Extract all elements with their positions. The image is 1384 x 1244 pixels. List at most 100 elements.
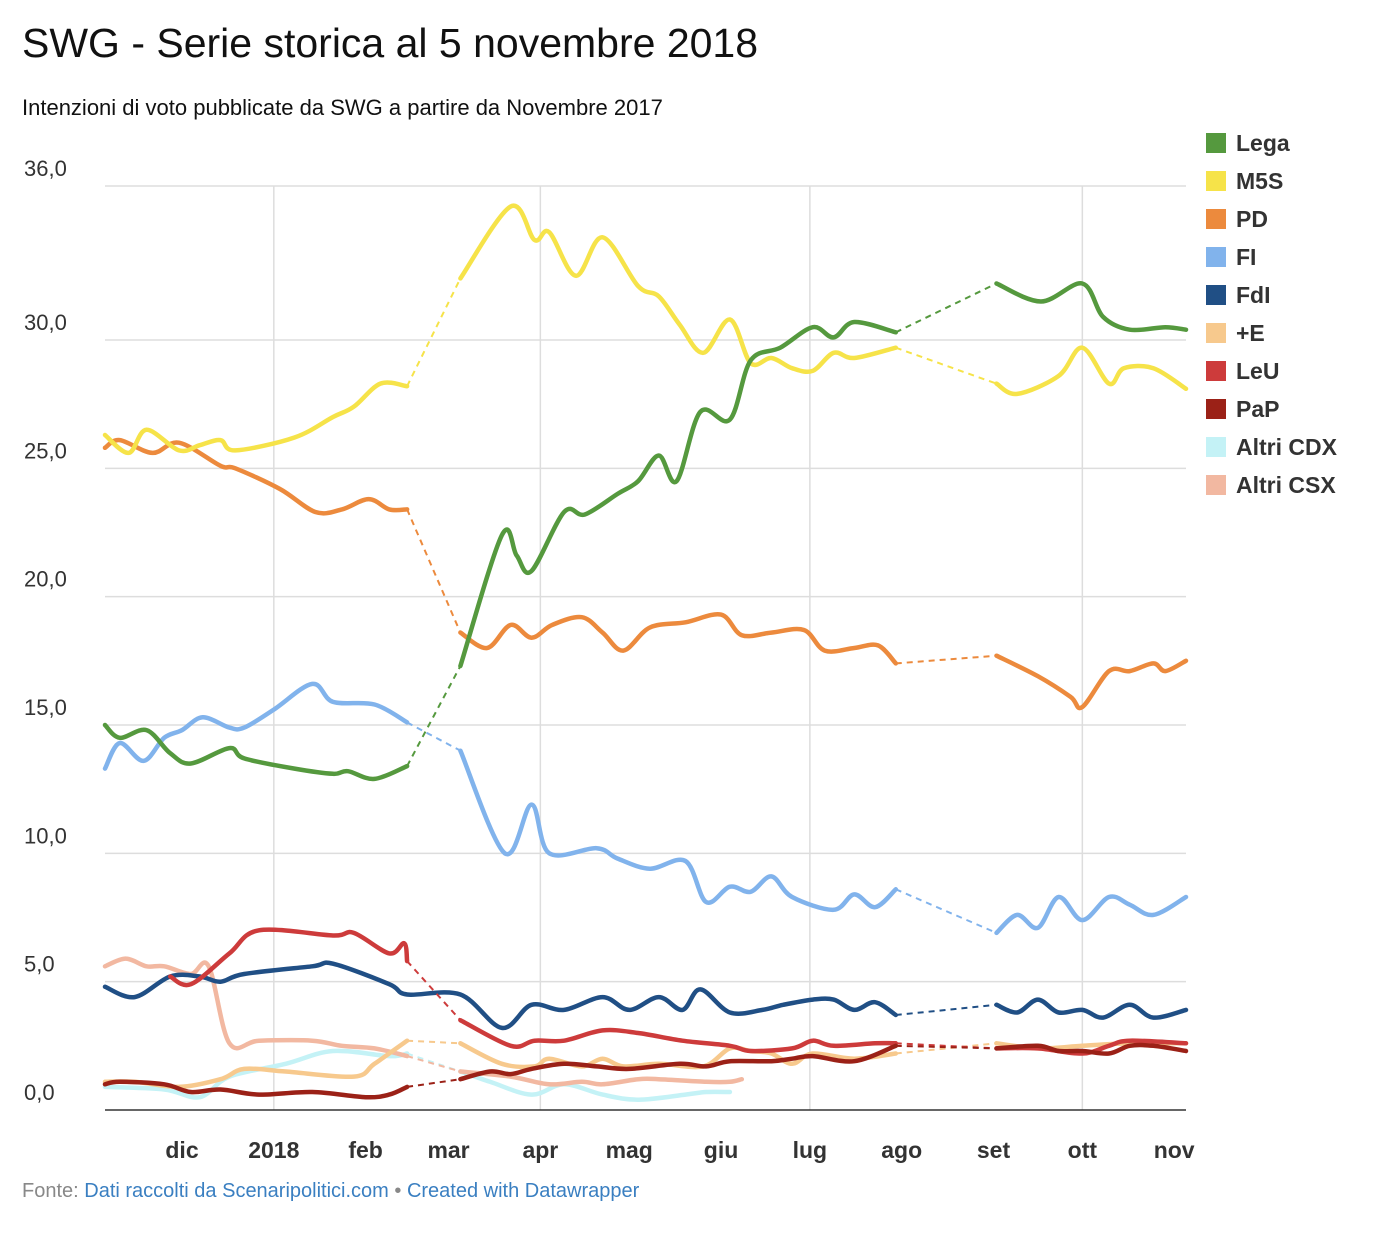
legend-swatch (1206, 247, 1226, 267)
series-line-pd (994, 653, 1189, 711)
legend-item[interactable]: LeU (1206, 352, 1337, 390)
legend-label: M5S (1236, 167, 1284, 194)
chart-title: SWG - Serie storica al 5 novembre 2018 (22, 20, 759, 66)
series-line-pd (458, 612, 899, 666)
y-tick-label: 0,0 (24, 1080, 55, 1105)
source-link[interactable]: Dati raccolti da Scenaripolitici.com (84, 1180, 389, 1202)
series-gap-connector-e (407, 1039, 461, 1045)
legend-swatch (1206, 399, 1226, 419)
chart-subtitle: Intenzioni di voto pubblicate da SWG a p… (22, 95, 663, 120)
legend-label: FI (1236, 243, 1257, 270)
legend-swatch (1206, 171, 1226, 191)
series-gap-connector-fi (406, 721, 461, 752)
series-line-altri-cdx (458, 1069, 733, 1102)
gridlines (105, 185, 1186, 1110)
series-line-lega (458, 319, 899, 669)
series-line-lega (994, 281, 1189, 333)
series-gap-connector-leu (895, 1042, 997, 1050)
legend-swatch (1206, 323, 1226, 343)
legend-swatch (1206, 209, 1226, 229)
series-gap-connector-lega (406, 665, 462, 767)
footer-separator: • (388, 1180, 407, 1202)
x-tick-label: nov (1154, 1137, 1195, 1163)
series-line-fdi (102, 960, 899, 1031)
x-tick-label: lug (793, 1137, 828, 1163)
y-tick-label: 5,0 (24, 952, 55, 977)
legend-label: FdI (1236, 281, 1271, 308)
series-line-fdi (994, 997, 1189, 1020)
legend-label: LeU (1236, 357, 1280, 384)
series-line-leu (458, 1017, 899, 1054)
series-line-pap (458, 1043, 899, 1082)
series-gap-connector-e (895, 1042, 997, 1055)
legend-swatch (1206, 133, 1226, 153)
series-line-leu (167, 927, 410, 988)
datawrapper-link[interactable]: Created with Datawrapper (406, 1180, 640, 1202)
series-gap-connector-pd (895, 654, 997, 665)
x-axis-ticks: dic 2018 feb mar apr mag giu lug ago set ott nov (165, 1137, 1194, 1163)
y-tick-label: 20,0 (24, 567, 67, 592)
legend-item[interactable]: +E (1206, 314, 1337, 352)
series-line-pap (102, 1079, 410, 1100)
legend-label: Lega (1236, 129, 1290, 156)
series-line-altri-csx (102, 956, 410, 1059)
legend-item[interactable]: FI (1206, 238, 1337, 276)
legend-swatch (1206, 361, 1226, 381)
series-gap-connector-pap (895, 1044, 997, 1050)
series-gap-connector-pap (406, 1078, 461, 1088)
series-line-m5s (458, 203, 899, 375)
series-gap-connector-fdi (895, 1003, 997, 1017)
legend-label: PD (1236, 205, 1268, 232)
series-gap-connector-lega (895, 282, 997, 334)
series-line-m5s (994, 345, 1189, 397)
y-tick-label: 25,0 (24, 438, 67, 463)
legend-item[interactable]: Lega (1206, 124, 1337, 162)
legend-swatch (1206, 437, 1226, 457)
series-lines (102, 203, 1189, 1102)
series-line-fi (102, 681, 410, 771)
legend-label: Altri CDX (1236, 433, 1337, 460)
x-tick-label: ago (881, 1137, 922, 1163)
legend-swatch (1206, 475, 1226, 495)
series-gap-connector-fi (895, 888, 997, 934)
y-tick-label: 15,0 (24, 695, 67, 720)
legend-label: PaP (1236, 395, 1280, 422)
series-line-lega (102, 722, 410, 782)
series-line-pap (994, 1042, 1189, 1056)
series-gap-connector-leu (406, 960, 462, 1021)
series-gap-connector-m5s (895, 346, 997, 385)
x-tick-label: giu (704, 1137, 739, 1163)
series-gap-connector-altri-csx (406, 1055, 461, 1073)
series-line-altri-csx (458, 1069, 745, 1087)
legend-label: +E (1236, 319, 1265, 346)
y-axis-ticks: 0,0 5,0 10,0 15,0 20,0 25,0 30,0 36,0 (24, 156, 67, 1105)
legend-item[interactable]: FdI (1206, 276, 1337, 314)
footer: Fonte: Dati raccolti da Scenaripolitici.… (22, 1180, 639, 1203)
x-tick-label: mag (606, 1137, 653, 1163)
x-tick-label: dic (165, 1137, 198, 1163)
legend-swatch (1206, 285, 1226, 305)
series-line-fi (994, 894, 1189, 936)
legend-label: Altri CSX (1236, 471, 1336, 498)
series-line-fi (458, 748, 899, 913)
legend-item[interactable]: PD (1206, 200, 1337, 238)
x-tick-label: apr (522, 1137, 558, 1163)
series-line-leu (994, 1038, 1189, 1056)
source-label: Fonte: (22, 1180, 85, 1202)
y-tick-label: 10,0 (24, 823, 67, 848)
series-line-m5s (102, 380, 410, 456)
series-line-pd (102, 437, 410, 516)
legend: Lega M5S PD FI FdI +E LeU PaP Altri CDX Altri CSX (1206, 124, 1337, 504)
x-tick-label: mar (427, 1137, 469, 1163)
legend-item[interactable]: Altri CSX (1206, 466, 1337, 504)
legend-item[interactable]: Altri CDX (1206, 428, 1337, 466)
y-tick-label: 36,0 (24, 156, 67, 181)
series-gap-connector-m5s (406, 277, 462, 387)
x-tick-label: 2018 (248, 1137, 299, 1163)
series-gap-connector-pd (406, 509, 462, 633)
legend-item[interactable]: M5S (1206, 162, 1337, 200)
x-tick-label: set (977, 1137, 1011, 1163)
x-tick-label: feb (348, 1137, 383, 1163)
legend-item[interactable]: PaP (1206, 390, 1337, 428)
